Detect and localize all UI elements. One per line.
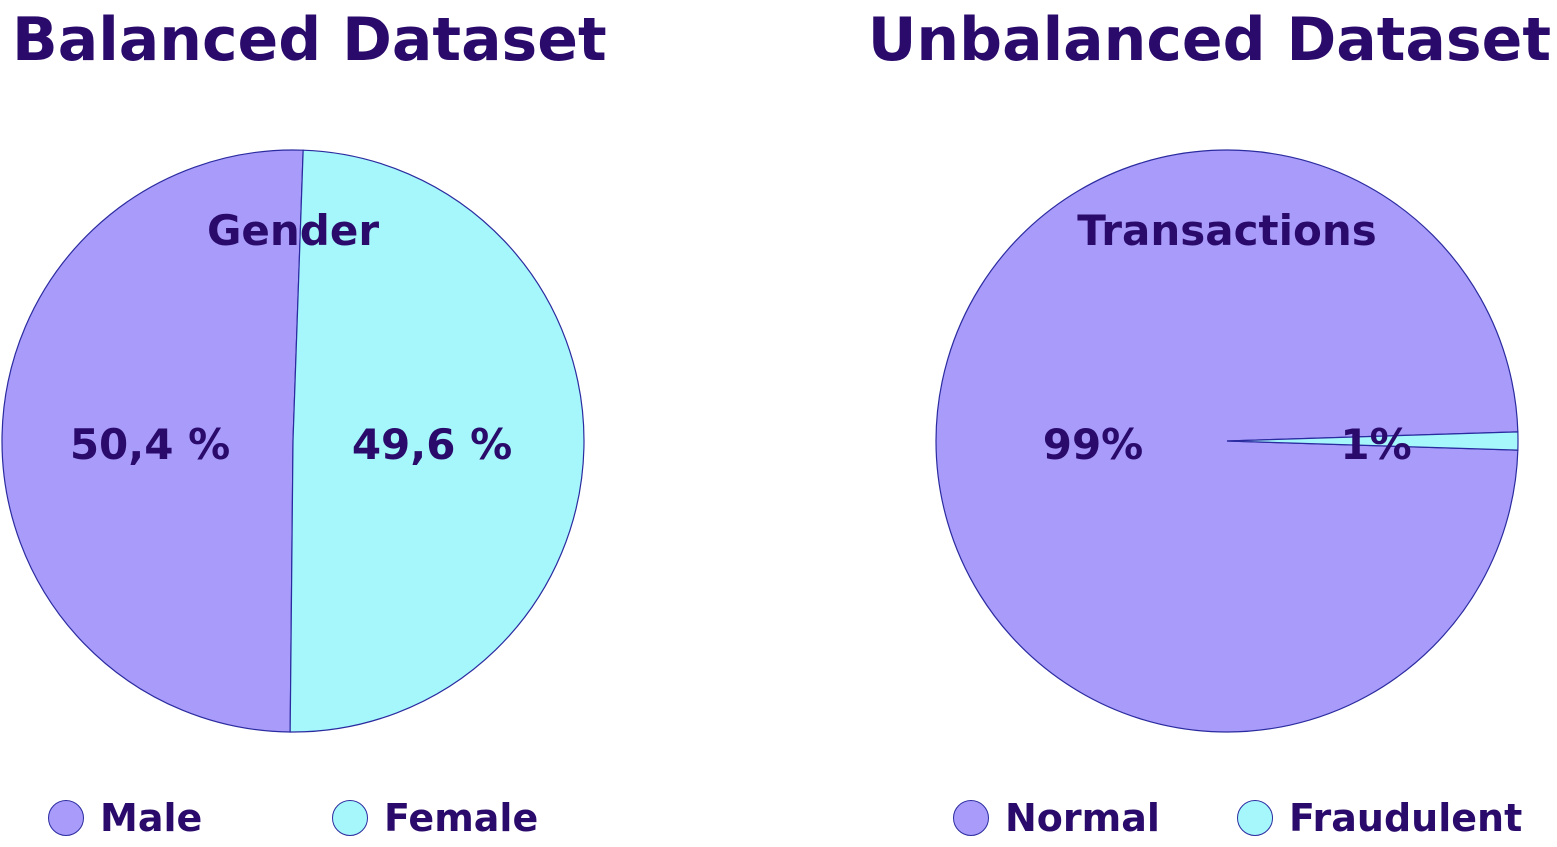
legend-swatch-female (332, 800, 368, 836)
pie-slice-normal (935, 149, 1519, 733)
legend-label-female: Female (384, 796, 539, 840)
slice-label-fraudulent: 1% (1340, 420, 1411, 469)
legend-swatch-normal (953, 800, 989, 836)
pie-slice-female (289, 149, 585, 733)
right-panel-title: Unbalanced Dataset (867, 5, 1551, 75)
pie-slice-fraudulent (1226, 431, 1519, 451)
slice-label-normal: 99% (1043, 420, 1144, 469)
legend-label-male: Male (100, 796, 203, 840)
pie-slice-male (1, 149, 304, 733)
slice-label-female: 49,6 % (352, 420, 512, 469)
slice-label-male: 50,4 % (70, 420, 230, 469)
legend-item-male: Male (48, 796, 202, 840)
left-panel-title: Balanced Dataset (12, 5, 607, 75)
legend-item-fraudulent: Fraudulent (1237, 796, 1522, 840)
legend-item-female: Female (332, 796, 538, 840)
pie-charts-canvas: Gender 50,4 % 49,6 % Transactions 99% 1% (1, 149, 1519, 733)
legend-swatch-fraudulent (1237, 800, 1273, 836)
pie-title-gender: Gender (207, 206, 379, 255)
pie-title-transactions: Transactions (1077, 206, 1376, 255)
legend-item-normal: Normal (953, 796, 1160, 840)
legend-label-fraudulent: Fraudulent (1289, 796, 1523, 840)
legend-label-normal: Normal (1005, 796, 1160, 840)
legend-swatch-male (48, 800, 84, 836)
